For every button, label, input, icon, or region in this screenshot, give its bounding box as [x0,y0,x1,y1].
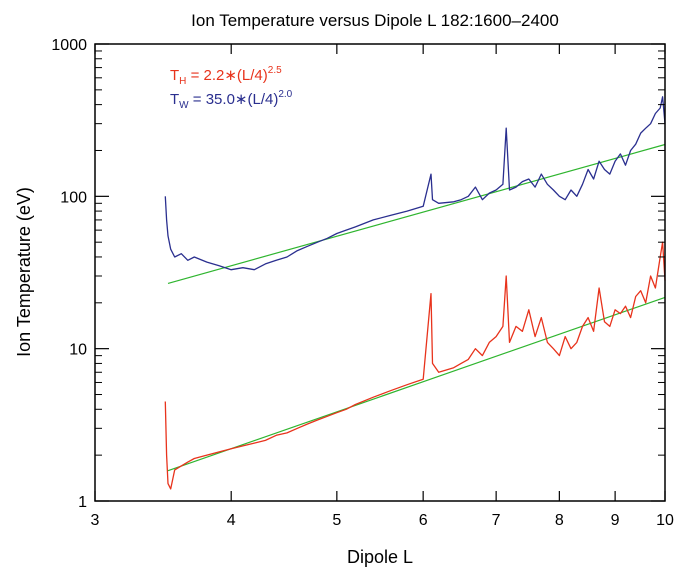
y-tick-label: 1000 [51,37,87,54]
series-layer [164,96,666,490]
legend-prefix: T [170,67,179,84]
legend-subscript: W [179,100,189,111]
y-axis-label: Ion Temperature (eV) [14,187,34,357]
y-tick-label: 10 [69,342,87,359]
x-tick-label: 10 [656,512,674,529]
ticks-layer: 3 4 5 6 7 8 9 10 1 10 100 1000 [51,37,674,529]
legend-entry-water: TW = 35.0∗(L/4)2.0 [170,89,293,111]
series-line-water [164,96,666,271]
legend-exponent: 2.5 [268,65,282,76]
x-tick-label: 3 [91,512,100,529]
series-line-hydrogen [164,241,666,490]
legend-exponent: 2.0 [278,89,292,100]
legend-formula: = 35.0∗(L/4) [189,91,279,108]
plot-frame [94,43,666,502]
y-tick-label: 100 [60,189,87,206]
x-tick-label: 4 [227,512,236,529]
legend-formula: = 2.2∗(L/4) [186,67,267,84]
legend-subscript: H [179,76,186,87]
x-axis-label: Dipole L [347,547,413,567]
legend-prefix: T [170,91,179,108]
x-tick-label: 6 [419,512,428,529]
x-tick-label: 9 [611,512,620,529]
legend: TH = 2.2∗(L/4)2.5 TW = 35.0∗(L/4)2.0 [170,65,293,111]
legend-entry-hydrogen: TH = 2.2∗(L/4)2.5 [170,65,282,87]
plot-area: 3 4 5 6 7 8 9 10 1 10 100 1000 [51,37,674,529]
x-tick-label: 7 [492,512,501,529]
y-tick-label: 1 [78,494,87,511]
series-line-water-fit [167,143,666,284]
x-tick-label: 5 [332,512,341,529]
x-tick-label: 8 [555,512,564,529]
chart-title: Ion Temperature versus Dipole L 182:1600… [191,11,559,30]
